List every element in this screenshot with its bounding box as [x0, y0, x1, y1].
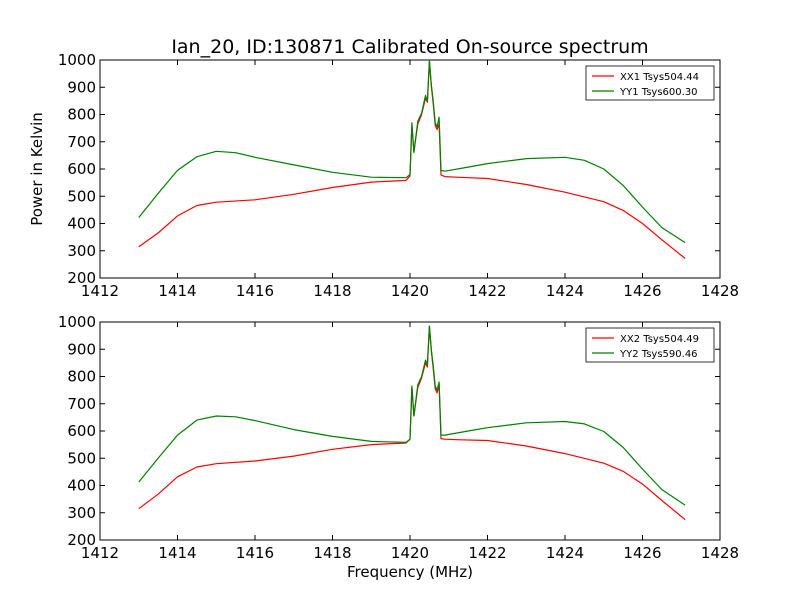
y-tick-label: 1000 — [58, 313, 96, 331]
y-tick-label: 800 — [67, 106, 96, 124]
y-axis-label: Power in Kelvin — [28, 112, 46, 226]
x-tick-label: 1426 — [623, 544, 661, 562]
series-line — [138, 59, 686, 244]
y-tick-label: 500 — [67, 187, 96, 205]
x-tick-label: 1414 — [158, 544, 196, 562]
y-tick-label: 800 — [67, 368, 96, 386]
x-tick-label: 1416 — [236, 282, 274, 300]
x-tick-label: 1412 — [81, 282, 119, 300]
y-tick-label: 500 — [67, 449, 96, 467]
x-tick-label: 1420 — [391, 544, 429, 562]
y-tick-label: 700 — [67, 133, 96, 151]
y-tick-label: 200 — [67, 531, 96, 549]
x-tick-label: 1424 — [546, 282, 584, 300]
y-tick-label: 200 — [67, 269, 96, 287]
bottom-plot-panel: 1412 1414 1416 1418 1420 1422 1424 1426 1428 200 3… — [58, 313, 739, 581]
x-tick-label: 1428 — [701, 544, 739, 562]
legend-label: XX1 Tsys504.44 — [620, 72, 699, 83]
series-line — [138, 325, 686, 506]
x-tick-label: 1424 — [546, 544, 584, 562]
legend-label: YY1 Tsys600.30 — [619, 87, 698, 98]
legend-label: YY2 Tsys590.46 — [619, 349, 698, 360]
x-tick-label: 1414 — [158, 282, 196, 300]
x-axis-label: Frequency (MHz) — [347, 563, 473, 581]
x-tick-label: 1412 — [81, 544, 119, 562]
y-tick-label: 600 — [67, 422, 96, 440]
legend-box — [585, 65, 715, 101]
y-tick-label: 400 — [67, 215, 96, 233]
x-tick-label: 1418 — [313, 544, 351, 562]
y-tick-label: 900 — [67, 340, 96, 358]
figure-title: Ian_20, ID:130871 Calibrated On-source s… — [171, 36, 648, 58]
legend-box — [585, 327, 715, 363]
y-tick-label: 900 — [67, 78, 96, 96]
y-tick-label: 300 — [67, 242, 96, 260]
x-tick-label: 1416 — [236, 544, 274, 562]
y-tick-label: 300 — [67, 504, 96, 522]
y-tick-label: 400 — [67, 477, 96, 495]
x-tick-label: 1426 — [623, 282, 661, 300]
y-tick-label: 600 — [67, 160, 96, 178]
x-tick-label: 1422 — [468, 282, 506, 300]
y-tick-label: 700 — [67, 395, 96, 413]
x-tick-label: 1418 — [313, 282, 351, 300]
legend-label: XX2 Tsys504.49 — [620, 334, 699, 345]
x-tick-label: 1422 — [468, 544, 506, 562]
y-tick-label: 1000 — [58, 51, 96, 69]
x-tick-label: 1420 — [391, 282, 429, 300]
top-plot-panel: 1412 1414 1416 1418 1420 1422 1424 1426 1428 200 3… — [28, 51, 739, 300]
x-tick-label: 1428 — [701, 282, 739, 300]
